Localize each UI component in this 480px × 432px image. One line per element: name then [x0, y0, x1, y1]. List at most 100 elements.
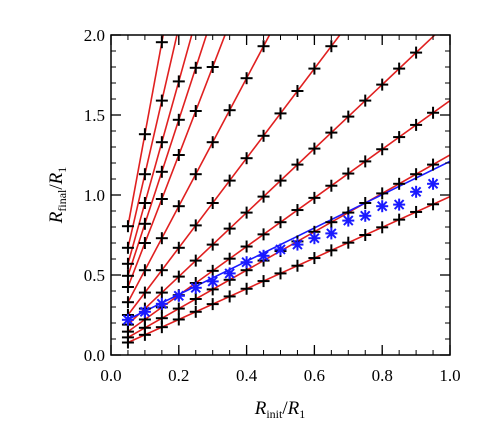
plus-marker: [138, 197, 151, 209]
x-tick-label: 0.0: [100, 366, 121, 385]
fit-line-7: [127, 35, 226, 288]
star-stroke-d2: [292, 239, 303, 250]
plus-marker: [189, 305, 202, 318]
plus-marker: [138, 237, 151, 249]
star-marker: [121, 313, 134, 326]
plus-marker: [240, 240, 253, 253]
plus-marker: [257, 40, 270, 53]
y-tick-label: 2.0: [84, 26, 105, 45]
star-marker: [359, 209, 372, 222]
star-marker: [172, 289, 185, 302]
plus-marker: [291, 85, 304, 97]
plus-marker: [325, 244, 338, 257]
plus-marker: [325, 216, 338, 229]
star-marker: [291, 238, 304, 251]
plus-marker: [308, 191, 321, 204]
fit-line-11: [127, 35, 164, 227]
x-tick-label: 0.8: [372, 366, 393, 385]
plus-marker: [291, 158, 304, 171]
star-marker: [342, 214, 355, 227]
plus-marker: [206, 61, 219, 73]
plus-marker: [138, 168, 151, 181]
plus-marker: [206, 238, 219, 251]
plus-marker: [223, 222, 236, 235]
plus-marker: [189, 293, 202, 305]
star-marker: [274, 243, 287, 256]
plus-marker: [172, 270, 185, 283]
plus-marker: [410, 118, 423, 131]
plus-marker: [189, 105, 202, 117]
plus-marker: [274, 216, 287, 229]
star-stroke-d2: [156, 298, 168, 310]
plus-marker: [223, 174, 236, 187]
plus-marker: [121, 269, 134, 282]
plus-marker: [155, 136, 168, 149]
plus-marker: [410, 168, 423, 181]
star-stroke-d2: [376, 200, 388, 212]
x-tick-label: 0.6: [304, 366, 325, 385]
plus-marker: [240, 152, 253, 165]
axes: [110, 34, 451, 356]
plus-marker: [172, 313, 185, 326]
plus-marker: [359, 197, 372, 209]
star-marker: [427, 177, 440, 190]
plus-marker: [189, 254, 202, 267]
plus-marker: [223, 104, 236, 117]
star-stroke-d2: [410, 186, 422, 198]
plus-marker: [121, 281, 134, 293]
y-tick-label: 0.0: [84, 346, 105, 365]
plus-marker: [308, 62, 321, 75]
plus-marker: [155, 264, 168, 277]
y-axis-label: Rfinal/R1: [46, 167, 69, 225]
plus-marker: [274, 174, 287, 187]
plus-marker: [121, 241, 134, 254]
plus-marker: [206, 264, 219, 277]
star-stroke-d2: [207, 276, 218, 287]
plus-marker: [121, 296, 134, 309]
plus-marker: [257, 275, 270, 288]
plus-marker: [342, 167, 355, 180]
star-marker: [138, 305, 151, 318]
plus-marker: [121, 220, 134, 233]
star-marker: [206, 275, 219, 288]
fit-lines: [127, 35, 450, 344]
star-marker: [376, 200, 389, 213]
x-tick-label: 0.2: [168, 366, 189, 385]
plus-marker: [138, 286, 151, 299]
star-stroke-d2: [343, 215, 354, 226]
star-marker: [240, 256, 253, 269]
star-stroke-d2: [224, 268, 235, 279]
plus-marker: [240, 282, 253, 295]
y-tick-label: 1.5: [84, 106, 105, 125]
plus-marker: [172, 75, 185, 88]
plus-marker: [393, 62, 406, 75]
x-tick-label: 1.0: [439, 366, 460, 385]
star-stroke-d2: [241, 256, 252, 268]
plus-marker: [376, 221, 389, 234]
star-marker: [155, 297, 168, 310]
plus-marker: [257, 228, 270, 241]
plus-marker: [308, 142, 321, 155]
plus-marker: [189, 168, 202, 181]
plus-marker: [359, 155, 372, 168]
plus-marker: [172, 241, 185, 254]
plus-marker: [138, 128, 151, 141]
plus-marker: [172, 113, 185, 126]
star-stroke-d2: [427, 178, 439, 190]
star-marker: [223, 267, 236, 280]
fit-line-8: [127, 35, 208, 277]
plus-marker: [325, 179, 338, 192]
plus-marker: [410, 46, 423, 59]
plus-marker: [155, 312, 168, 325]
plus-marker: [342, 236, 355, 249]
star-stroke-d2: [139, 306, 151, 318]
y-tick-label: 0.5: [84, 266, 105, 285]
plus-marker: [240, 72, 253, 85]
fit-line-5: [127, 35, 341, 316]
plus-marker: [274, 107, 287, 120]
plus-marker: [121, 257, 134, 270]
plus-marker: [155, 165, 168, 178]
plus-marker: [291, 259, 304, 272]
tick-labels: 0.0 0.2 0.4 0.6 0.8 1.0 0.0 0.5 1.0 1.5 2.0: [84, 26, 461, 385]
plus-marker: [155, 232, 168, 245]
